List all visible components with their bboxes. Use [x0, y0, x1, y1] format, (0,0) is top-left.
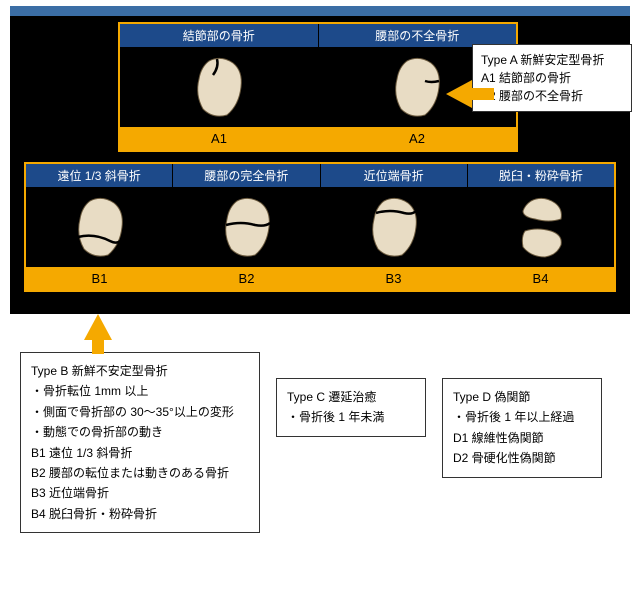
header-b4: 脱臼・粉砕骨折: [468, 164, 614, 187]
box-d-line: ・骨折後 1 年以上経過: [453, 407, 591, 427]
label-row-b: B1 B2 B3 B4: [26, 267, 614, 290]
box-c-title: Type C 遷延治癒: [287, 387, 415, 407]
label-a1: A1: [120, 127, 318, 150]
label-b1: B1: [26, 267, 173, 290]
bone-b2: [217, 193, 277, 261]
box-b-line: ・側面で骨折部の 30～35°以上の変形: [31, 402, 249, 422]
bone-b1: [70, 193, 130, 261]
diagram-stage: 結節部の骨折 腰部の不全骨折 A1 A2 Type A 新鮮安定型骨折 A1 結…: [10, 6, 630, 314]
label-b2: B2: [173, 267, 320, 290]
box-b-line: ・骨折転位 1mm 以上: [31, 381, 249, 401]
bone-b4: [511, 193, 571, 261]
header-b2: 腰部の完全骨折: [173, 164, 320, 187]
box-d-line: D2 骨硬化性偽関節: [453, 448, 591, 468]
bone-cell: [320, 187, 467, 267]
header-row-b: 遠位 1/3 斜骨折 腰部の完全骨折 近位端骨折 脱臼・粉砕骨折: [26, 164, 614, 187]
top-bar: [10, 6, 630, 16]
bone-cell: [26, 187, 173, 267]
box-type-c: Type C 遷延治癒 ・骨折後 1 年未満: [276, 378, 426, 437]
arrow-left-icon: [446, 80, 472, 108]
image-row-b: [26, 187, 614, 267]
callout-type-a: Type A 新鮮安定型骨折 A1 結節部の骨折 A2 腰部の不全骨折: [472, 44, 632, 112]
header-a1: 結節部の骨折: [120, 24, 319, 47]
box-b-line: B1 遠位 1/3 斜骨折: [31, 443, 249, 463]
box-b-line: B3 近位端骨折: [31, 483, 249, 503]
callout-a-title: Type A 新鮮安定型骨折: [481, 51, 623, 69]
below-area: Type B 新鮮不安定型骨折 ・骨折転位 1mm 以上 ・側面で骨折部の 30…: [10, 314, 630, 543]
header-row-a: 結節部の骨折 腰部の不全骨折: [120, 24, 516, 47]
bone-b3: [364, 193, 424, 261]
label-row-a: A1 A2: [120, 127, 516, 150]
box-b-line: ・動態での骨折部の動き: [31, 422, 249, 442]
arrow-down-icon: [84, 314, 112, 340]
callout-a-line: A1 結節部の骨折: [481, 69, 623, 87]
bone-cell: [467, 187, 614, 267]
label-b3: B3: [320, 267, 467, 290]
box-d-title: Type D 偽関節: [453, 387, 591, 407]
box-type-b: Type B 新鮮不安定型骨折 ・骨折転位 1mm 以上 ・側面で骨折部の 30…: [20, 352, 260, 533]
box-d-line: D1 線維性偽関節: [453, 428, 591, 448]
box-type-d: Type D 偽関節 ・骨折後 1 年以上経過 D1 線維性偽関節 D2 骨硬化…: [442, 378, 602, 478]
header-b1: 遠位 1/3 斜骨折: [26, 164, 173, 187]
bone-a2: [387, 53, 447, 121]
info-boxes: Type B 新鮮不安定型骨折 ・骨折転位 1mm 以上 ・側面で骨折部の 30…: [10, 348, 630, 543]
box-b-title: Type B 新鮮不安定型骨折: [31, 361, 249, 381]
label-b4: B4: [467, 267, 614, 290]
box-b-line: B4 脱臼骨折・粉砕骨折: [31, 504, 249, 524]
label-a2: A2: [318, 127, 516, 150]
bone-cell: [173, 187, 320, 267]
bone-cell: [120, 47, 318, 127]
bone-a1: [189, 53, 249, 121]
header-b3: 近位端骨折: [321, 164, 468, 187]
group-type-b: 遠位 1/3 斜骨折 腰部の完全骨折 近位端骨折 脱臼・粉砕骨折 B1 B2 B…: [24, 162, 616, 292]
box-c-line: ・骨折後 1 年未満: [287, 407, 415, 427]
callout-a-line: A2 腰部の不全骨折: [481, 87, 623, 105]
box-b-line: B2 腰部の転位または動きのある骨折: [31, 463, 249, 483]
